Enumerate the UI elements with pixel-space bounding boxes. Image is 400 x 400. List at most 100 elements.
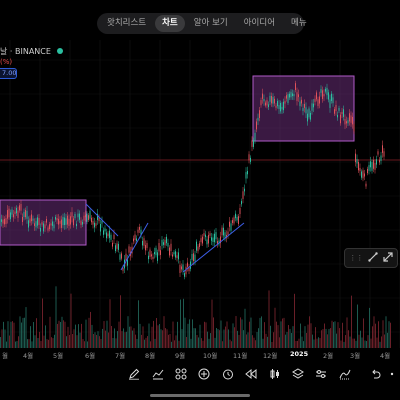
volume-bar xyxy=(375,323,376,348)
candle-body xyxy=(173,252,175,255)
volume-bar xyxy=(160,329,162,348)
volume-bar xyxy=(49,316,51,348)
tab-menu[interactable]: 메뉴 xyxy=(291,18,307,28)
volume-bar xyxy=(205,322,207,348)
candle-body xyxy=(37,217,38,226)
volume-bar xyxy=(16,341,18,348)
candle-body xyxy=(95,223,97,226)
range-box-1[interactable] xyxy=(0,199,87,246)
indicators-icon[interactable] xyxy=(151,368,165,382)
volume-bar xyxy=(69,334,70,348)
add-icon[interactable] xyxy=(197,368,211,382)
settings-sliders-icon[interactable] xyxy=(314,368,328,382)
candle-body xyxy=(44,224,46,229)
candle-body xyxy=(310,112,311,120)
candle-body xyxy=(110,234,112,240)
volume-bar xyxy=(348,330,349,348)
candle-body xyxy=(47,227,49,231)
tab-watchlist[interactable]: 왓치리스트 xyxy=(107,18,147,28)
volume-bar xyxy=(57,323,58,348)
tab-explore[interactable]: 알아 보기 xyxy=(193,18,228,28)
bar-style-icon[interactable] xyxy=(268,368,282,382)
volume-bar xyxy=(325,328,327,348)
trend-icon[interactable] xyxy=(338,368,352,382)
candle-body xyxy=(178,252,179,260)
candlesticks xyxy=(0,80,385,280)
candle-body xyxy=(271,96,272,104)
trendline-3[interactable] xyxy=(182,222,245,273)
candle-body xyxy=(353,123,355,132)
volume-bar xyxy=(79,332,81,348)
layers-icon[interactable] xyxy=(291,368,305,382)
volume-bar xyxy=(154,338,156,348)
volume-bar xyxy=(339,328,340,348)
drag-handle-icon[interactable]: ⋮⋮ xyxy=(349,254,364,262)
volume-bar xyxy=(315,327,316,348)
candle-body xyxy=(74,213,76,219)
volume-bar xyxy=(369,307,370,348)
volume-bar xyxy=(226,321,228,348)
volume-bar xyxy=(181,329,183,348)
candle-body xyxy=(82,221,83,225)
candle-body xyxy=(83,215,85,221)
candle-body xyxy=(10,212,11,220)
symbol-header[interactable]: 날 · BINANCE xyxy=(0,45,63,57)
candle-body xyxy=(62,216,64,226)
candle-body xyxy=(73,218,74,226)
volume-bar xyxy=(40,341,42,348)
symbol-label: 날 · BINANCE xyxy=(0,46,51,56)
volume-bar xyxy=(78,324,79,348)
candle-body xyxy=(58,218,59,225)
candle-body xyxy=(307,113,308,122)
candle-body xyxy=(266,100,268,106)
candle-body xyxy=(140,229,142,235)
candle-body xyxy=(136,238,137,242)
candle-body xyxy=(305,107,307,114)
candle-body xyxy=(79,213,80,220)
price-chart[interactable] xyxy=(0,0,400,362)
candle-body xyxy=(287,94,289,103)
volume-bar xyxy=(42,298,43,348)
draw-line-icon[interactable] xyxy=(368,251,378,265)
volume-bar xyxy=(346,317,348,348)
volume-bar xyxy=(187,323,189,348)
more-icon[interactable] xyxy=(388,368,400,382)
volume-bar xyxy=(174,340,175,348)
candle-body xyxy=(7,210,8,219)
pencil-icon[interactable] xyxy=(127,368,141,382)
tab-chart[interactable]: 차트 xyxy=(155,15,185,32)
volume-bar xyxy=(262,338,264,348)
time-axis-label: 4월 xyxy=(380,352,391,360)
volume-bar xyxy=(60,322,61,348)
grid-icon[interactable] xyxy=(174,368,188,382)
candle-body xyxy=(332,97,334,104)
candle-body xyxy=(65,218,67,225)
candle-body xyxy=(349,113,350,122)
candle-body xyxy=(4,218,5,225)
trendline-1[interactable] xyxy=(85,203,119,237)
volume-bar xyxy=(334,321,336,348)
volume-bar xyxy=(43,335,45,348)
candle-body xyxy=(169,247,170,256)
volume-bar xyxy=(33,322,34,348)
volume-bar xyxy=(195,328,196,348)
volume-bar xyxy=(297,340,298,348)
candle-body xyxy=(14,211,16,214)
expand-icon[interactable] xyxy=(383,251,393,265)
volume-bar xyxy=(366,341,367,348)
volume-bar xyxy=(273,332,274,348)
candle-body xyxy=(187,262,188,267)
alarm-icon[interactable] xyxy=(221,368,235,382)
volume-bar xyxy=(27,339,28,348)
candle-body xyxy=(278,105,280,109)
volume-bar xyxy=(379,341,381,348)
candle-body xyxy=(29,218,31,223)
undo-icon[interactable] xyxy=(368,368,382,382)
candle-body xyxy=(346,121,347,124)
replay-icon[interactable] xyxy=(244,368,258,382)
candle-body xyxy=(157,252,158,261)
trendline-2[interactable] xyxy=(120,222,149,271)
candle-body xyxy=(284,100,286,104)
candle-body xyxy=(292,93,293,97)
tab-ideas[interactable]: 아이디어 xyxy=(243,18,276,28)
